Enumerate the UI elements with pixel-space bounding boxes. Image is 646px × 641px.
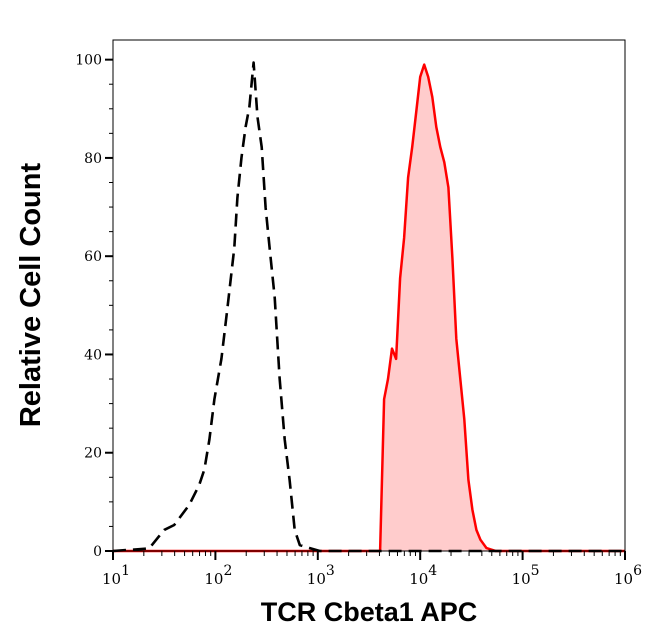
x-tick-label: 106 xyxy=(614,563,642,588)
tick-exponent: 1 xyxy=(121,563,130,579)
x-axis-label: TCR Cbeta1 APC xyxy=(261,597,478,627)
y-tick-label: 100 xyxy=(75,53,102,69)
tick-base: 10 xyxy=(307,570,326,588)
stained-series-line xyxy=(113,63,625,553)
y-tick-label: 60 xyxy=(84,249,102,265)
x-tick-label: 104 xyxy=(409,563,437,588)
series-fill-area xyxy=(113,64,625,551)
y-tick-label: 40 xyxy=(84,347,102,363)
tick-base: 10 xyxy=(512,570,531,588)
tick-exponent: 6 xyxy=(633,563,642,579)
y-tick-label: 80 xyxy=(84,151,102,167)
tick-base: 10 xyxy=(102,570,121,588)
series-layer xyxy=(112,61,625,553)
tick-base: 10 xyxy=(614,570,633,588)
plot-frame xyxy=(112,39,626,552)
x-tick-label: 103 xyxy=(307,563,335,588)
tick-exponent: 3 xyxy=(326,563,335,579)
tick-exponent: 4 xyxy=(428,563,437,579)
x-tick-label: 102 xyxy=(204,563,232,588)
tick-base: 10 xyxy=(409,570,428,588)
control-series-dashed-line xyxy=(112,61,625,553)
y-axis-label: Relative Cell Count xyxy=(15,163,47,428)
tick-exponent: 2 xyxy=(223,563,232,579)
y-tick-label: 0 xyxy=(93,544,102,560)
tick-exponent: 5 xyxy=(531,563,540,579)
tick-base: 10 xyxy=(204,570,223,588)
x-tick-label: 105 xyxy=(512,563,540,588)
x-tick-label: 101 xyxy=(102,563,130,588)
y-tick-label: 20 xyxy=(84,446,102,462)
